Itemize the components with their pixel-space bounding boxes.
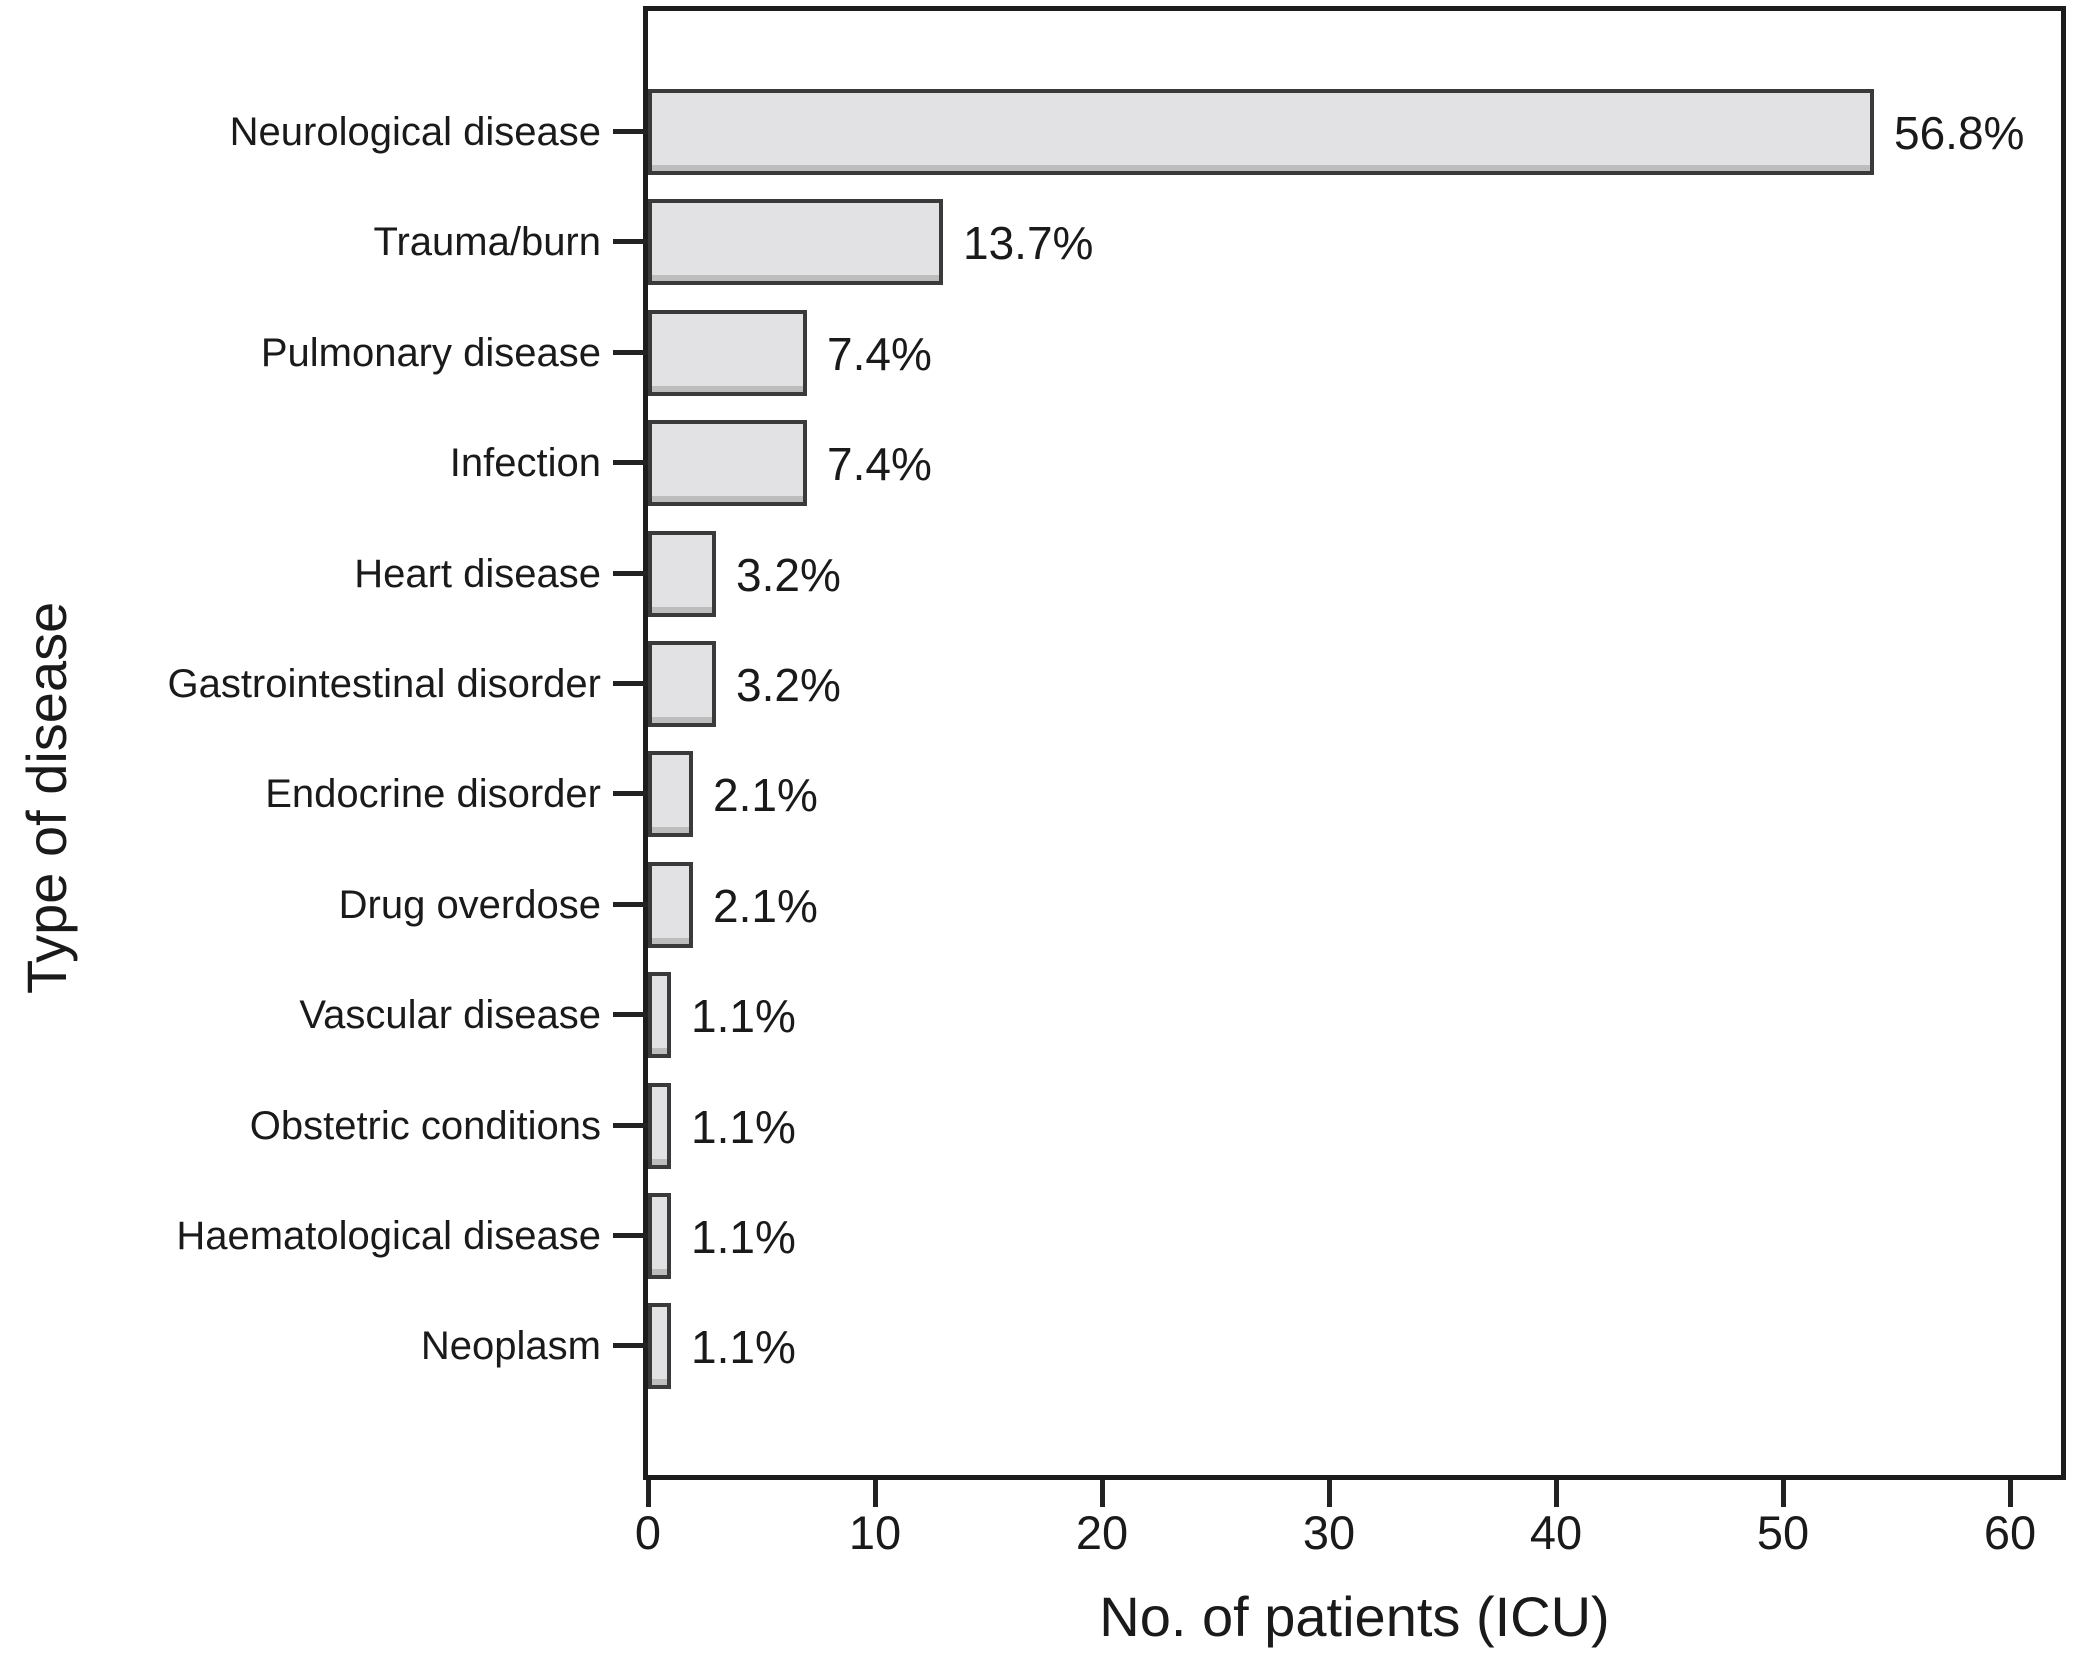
category-label: Neurological disease [229,110,601,154]
x-tick-mark [646,1480,651,1507]
category-label: Gastrointestinal disorder [167,662,601,706]
bar [648,1082,671,1169]
x-tick-label: 10 [848,1506,902,1559]
value-label: 1.1% [691,990,796,1043]
value-label: 3.2% [736,548,841,601]
x-tick-label: 50 [1756,1506,1810,1559]
y-tick-mark [613,791,648,797]
y-tick-mark [613,1122,648,1128]
value-label: 1.1% [691,1100,796,1153]
x-tick-label: 40 [1529,1506,1583,1559]
bar [648,972,671,1059]
x-axis-title: No. of patients (ICU) [1099,1585,1610,1648]
x-tick-mark [1100,1480,1105,1507]
value-label: 7.4% [827,438,932,491]
bar [648,89,1874,175]
bar [648,199,943,286]
category-label: Heart disease [354,551,601,596]
value-label: 1.1% [691,1321,796,1374]
x-tick-label: 60 [1983,1506,2037,1559]
value-label: 56.8% [1894,107,2025,159]
x-tick-mark [1554,1480,1559,1507]
y-tick-mark [613,1012,648,1018]
value-label: 13.7% [963,217,1094,270]
category-label: Endocrine disorder [265,772,601,817]
y-tick-mark [613,1233,648,1238]
category-label: Vascular disease [299,993,601,1038]
bar [648,641,716,727]
value-label: 3.2% [736,659,841,711]
value-label: 7.4% [827,327,932,380]
x-tick-label: 30 [1302,1506,1356,1559]
bar [648,420,807,507]
x-tick-label: 0 [634,1506,662,1559]
x-tick-label: 20 [1075,1506,1129,1559]
y-tick-mark [613,349,648,355]
value-label: 2.1% [713,769,818,822]
category-label: Trauma/burn [373,220,602,265]
category-label: Neoplasm [420,1324,601,1369]
bar [648,1303,671,1390]
y-tick-mark [613,460,648,466]
y-tick-mark [613,901,648,907]
x-tick-mark [873,1480,878,1507]
bar [648,1193,671,1279]
bar [648,751,693,838]
bar [648,861,693,948]
y-tick-mark [613,1343,648,1349]
category-label: Drug overdose [338,882,601,927]
x-tick-mark [2008,1480,2013,1507]
bar [648,309,807,396]
category-label: Pulmonary disease [260,330,601,375]
x-tick-mark [1781,1480,1786,1507]
category-label: Obstetric conditions [249,1103,601,1148]
y-tick-mark [613,681,648,686]
category-label: Infection [449,441,601,486]
value-label: 1.1% [691,1211,796,1263]
category-label: Haematological disease [176,1214,601,1258]
y-tick-mark [613,129,648,134]
y-tick-mark [613,239,648,245]
y-tick-mark [613,570,648,576]
value-label: 2.1% [713,879,818,932]
bar [648,530,716,617]
x-tick-mark [1327,1480,1332,1507]
